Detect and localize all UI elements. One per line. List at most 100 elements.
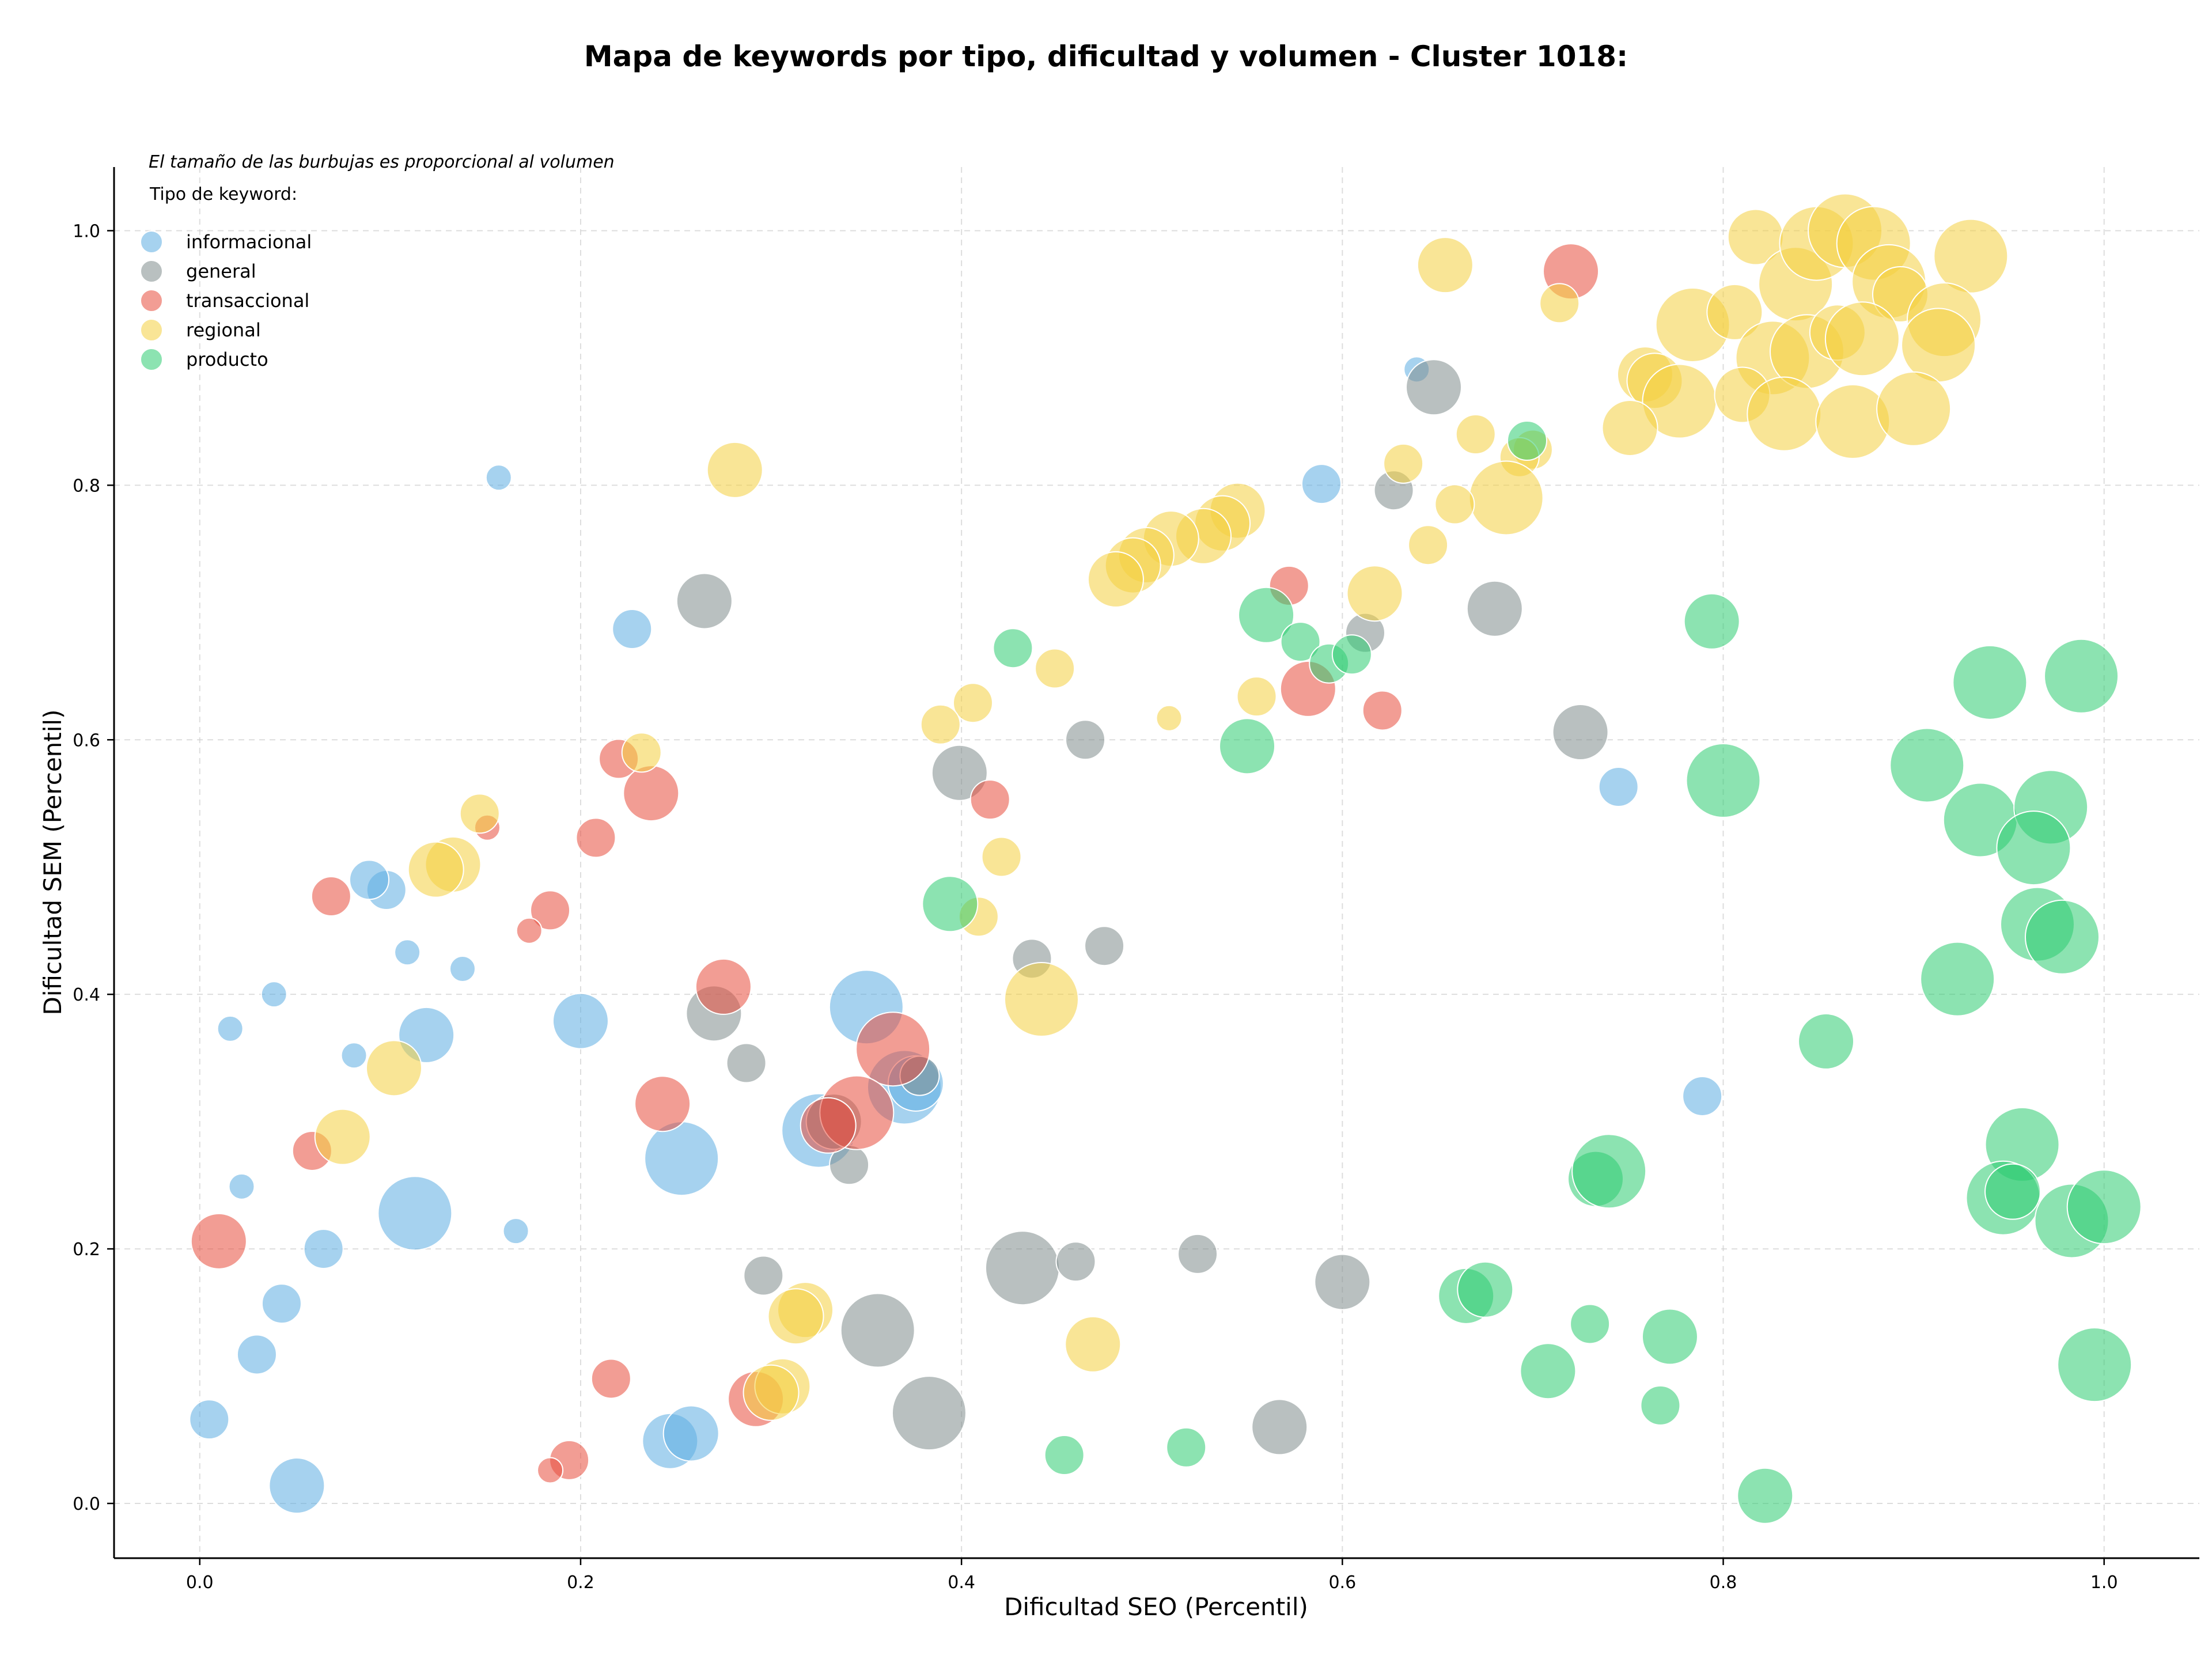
bubble-producto bbox=[1920, 941, 1995, 1017]
legend-label-producto: producto bbox=[186, 348, 268, 370]
bubble-producto bbox=[2066, 1169, 2142, 1245]
bubble-informacional bbox=[340, 1042, 368, 1069]
bubble-producto bbox=[922, 876, 979, 933]
bubble-informacional bbox=[644, 1121, 719, 1196]
bubble-regional bbox=[1747, 376, 1822, 452]
legend-label-informacional: informacional bbox=[186, 231, 312, 253]
legend: El tamaño de las burbujas es proporciona… bbox=[140, 152, 615, 371]
bubble-informacional bbox=[662, 1405, 719, 1462]
x-axis-label: Dificultad SEO (Percentil) bbox=[1004, 1593, 1308, 1621]
bubble-informacional bbox=[377, 1176, 453, 1251]
legend-marker-producto bbox=[140, 348, 163, 371]
legend-marker-transaccional bbox=[140, 289, 163, 312]
y-axis-label: Dificultad SEM (Percentil) bbox=[39, 710, 67, 1016]
legend-marker-informacional bbox=[140, 230, 163, 253]
bubble-transaccional bbox=[310, 876, 351, 917]
x-tick-label: 1.0 bbox=[2090, 1573, 2118, 1593]
bubble-producto bbox=[1280, 622, 1321, 662]
bubble-regional bbox=[920, 704, 961, 745]
bubble-producto bbox=[1889, 728, 1965, 803]
bubble-regional bbox=[1933, 218, 2009, 294]
bubble-producto bbox=[2024, 899, 2100, 975]
bubble-informacional bbox=[217, 1015, 244, 1042]
bubble-general bbox=[676, 573, 733, 630]
bubble-producto bbox=[1641, 1308, 1698, 1365]
x-tick-label: 0.6 bbox=[1328, 1573, 1356, 1593]
bubble-regional bbox=[1455, 414, 1496, 454]
bubble-producto bbox=[1996, 810, 2071, 886]
bubble-regional bbox=[621, 732, 662, 773]
bubble-transaccional bbox=[516, 917, 543, 944]
bubble-general bbox=[1314, 1253, 1371, 1310]
legend-label-transaccional: transaccional bbox=[186, 290, 309, 312]
bubble-transaccional bbox=[537, 1457, 564, 1484]
bubble-general bbox=[1177, 1233, 1218, 1274]
bubble-transaccional bbox=[634, 1075, 691, 1132]
bubble-regional bbox=[1706, 283, 1763, 340]
bubble-general bbox=[1552, 704, 1609, 761]
bubble-general bbox=[984, 1230, 1060, 1306]
bubble-general bbox=[1065, 719, 1106, 760]
y-tick-label: 1.0 bbox=[73, 221, 100, 241]
bubble-regional bbox=[459, 793, 500, 834]
bubble-regional bbox=[1346, 565, 1403, 622]
bubble-general bbox=[931, 744, 988, 801]
bubble-regional bbox=[952, 683, 993, 723]
y-tick-label: 0.4 bbox=[73, 985, 100, 1005]
bubble-regional bbox=[1824, 301, 1900, 377]
bubble-producto bbox=[2057, 1327, 2133, 1403]
bubble-informacional bbox=[1682, 1075, 1723, 1116]
bubble-general bbox=[1406, 359, 1463, 416]
bubble-transaccional bbox=[575, 817, 616, 858]
bubble-regional bbox=[1383, 443, 1424, 484]
bubble-layer bbox=[189, 193, 2142, 1524]
bubble-informacional bbox=[502, 1218, 529, 1245]
bubble-transaccional bbox=[800, 1097, 857, 1154]
bubble-general bbox=[840, 1293, 915, 1368]
legend-title: Tipo de keyword: bbox=[149, 184, 297, 204]
y-tick-label: 0.6 bbox=[73, 730, 100, 751]
x-tick-label: 0.4 bbox=[948, 1573, 975, 1593]
bubble-informacional bbox=[612, 609, 653, 650]
x-tick-label: 0.0 bbox=[186, 1573, 214, 1593]
bubble-general bbox=[743, 1255, 784, 1296]
bubble-producto bbox=[2044, 638, 2119, 714]
legend-label-general: general bbox=[186, 260, 256, 282]
y-tick-label: 0.8 bbox=[73, 476, 100, 496]
bubble-regional bbox=[1408, 525, 1449, 566]
bubble-producto bbox=[1571, 1134, 1647, 1209]
bubble-regional bbox=[1416, 237, 1474, 294]
bubble-regional bbox=[1087, 551, 1144, 608]
bubble-informacional bbox=[394, 939, 421, 966]
bubble-producto bbox=[1331, 634, 1372, 675]
legend-note: El tamaño de las burbujas es proporciona… bbox=[149, 152, 615, 172]
axes-layer bbox=[113, 167, 2199, 1559]
bubble-transaccional bbox=[530, 890, 571, 931]
bubble-producto bbox=[1984, 1163, 2041, 1220]
bubble-transaccional bbox=[623, 765, 680, 822]
bubble-producto bbox=[1238, 586, 1295, 643]
bubble-informacional bbox=[449, 955, 476, 982]
chart-title: Mapa de keywords por tipo, dificultad y … bbox=[584, 40, 1628, 73]
bubble-transaccional bbox=[590, 1358, 631, 1399]
bubble-transaccional bbox=[695, 958, 752, 1015]
bubble-general bbox=[891, 1376, 967, 1451]
bubble-regional bbox=[1003, 962, 1079, 1037]
bubble-informacional bbox=[1301, 464, 1342, 505]
x-tick-label: 0.2 bbox=[567, 1573, 594, 1593]
bubble-producto bbox=[1640, 1385, 1681, 1426]
bubble-producto bbox=[1457, 1261, 1514, 1318]
bubble-regional bbox=[1539, 283, 1580, 324]
bubble-producto bbox=[1683, 593, 1740, 650]
legend-marker-general bbox=[140, 260, 163, 283]
bubble-producto bbox=[1685, 743, 1761, 818]
bubble-regional bbox=[1876, 371, 1952, 446]
bubble-informacional bbox=[349, 859, 389, 900]
bubble-regional bbox=[365, 1040, 422, 1097]
bubble-producto bbox=[1044, 1435, 1085, 1476]
y-tick-label: 0.0 bbox=[73, 1494, 100, 1514]
bubble-producto bbox=[993, 628, 1033, 669]
x-tick-label: 0.8 bbox=[1710, 1573, 1737, 1593]
bubble-informacional bbox=[552, 993, 609, 1050]
